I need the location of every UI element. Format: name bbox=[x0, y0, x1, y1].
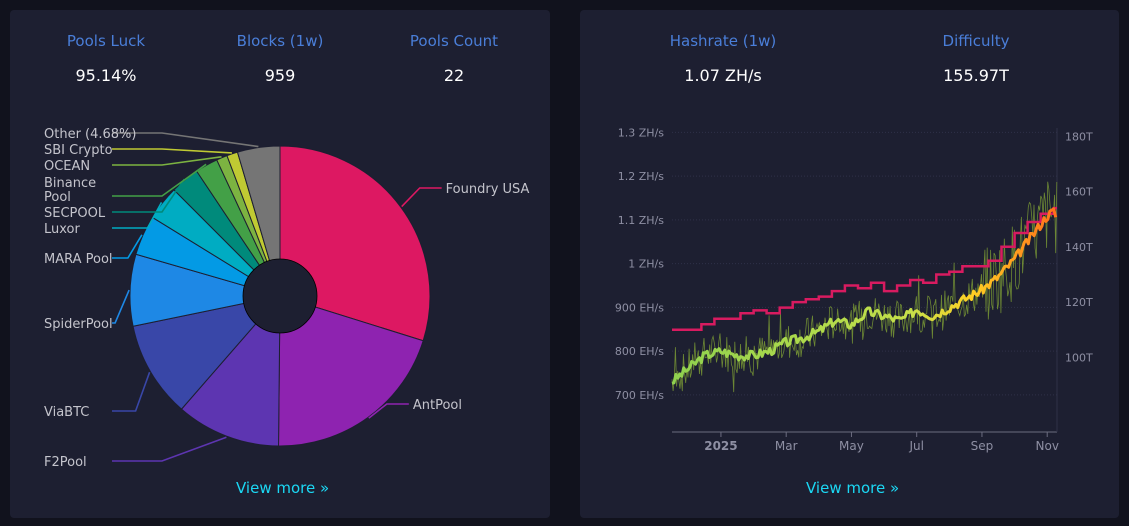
stat-label: Hashrate (1w) bbox=[669, 32, 777, 50]
stat-label: Pools Luck bbox=[66, 32, 146, 50]
stat-value: 1.07 ZH/s bbox=[684, 66, 762, 85]
y-left-tick: 900 EH/s bbox=[615, 301, 664, 314]
pie-label-antpool: AntPool bbox=[413, 398, 462, 413]
pie-label-other-4-68: Other (4.68%) bbox=[44, 127, 137, 142]
pie-slice-viabtc[interactable] bbox=[132, 295, 282, 410]
y-left-tick: 800 EH/s bbox=[615, 345, 664, 358]
y-right-tick: 160T bbox=[1065, 186, 1093, 199]
pools-card: Pools Luck 95.14% Blocks (1w) 959 Pools … bbox=[10, 10, 550, 518]
pie-label-f2pool: F2Pool bbox=[44, 455, 87, 470]
stat-value: 959 bbox=[264, 66, 296, 85]
x-tick-label: Sep bbox=[971, 439, 994, 453]
stat-label: Difficulty bbox=[942, 32, 1010, 50]
pie-slice-f2pool[interactable] bbox=[180, 294, 281, 447]
pie-slice-antpool[interactable] bbox=[278, 295, 424, 447]
pools-pie-chart: Foundry USA AntPool F2Pool ViaBTC SpiderPool… bbox=[44, 127, 530, 470]
x-tick-label: Mar bbox=[775, 439, 798, 453]
pie-center-hole bbox=[242, 258, 318, 334]
pie-leader-line bbox=[401, 187, 442, 208]
pie-label-ocean: OCEAN bbox=[44, 159, 90, 174]
pools-luck-stat: Pools Luck 95.14% bbox=[56, 32, 156, 85]
pie-leader-line bbox=[112, 163, 207, 197]
y-left-tick: 700 EH/s bbox=[615, 389, 664, 402]
pie-leader-line bbox=[112, 371, 151, 412]
pie-leader-line bbox=[112, 132, 259, 148]
pie-slice-other-4-68[interactable] bbox=[236, 145, 281, 297]
stat-value: 95.14% bbox=[75, 66, 137, 85]
pie-leader-line bbox=[112, 156, 222, 166]
pie-slice-foundry-usa[interactable] bbox=[279, 145, 431, 342]
pie-leader-line bbox=[112, 436, 227, 462]
pie-label-secpool: SECPOOL bbox=[44, 206, 106, 221]
x-tick-label: May bbox=[839, 439, 864, 453]
hashrate-avg-line bbox=[671, 207, 1058, 385]
pie-label-luxor: Luxor bbox=[44, 222, 81, 237]
x-tick-label: Nov bbox=[1036, 439, 1059, 453]
stat-label: Pools Count bbox=[409, 32, 499, 50]
pie-leader-line bbox=[112, 178, 185, 213]
difficulty-line bbox=[672, 206, 1057, 331]
y-right-tick: 180T bbox=[1065, 130, 1093, 143]
x-tick-label: 2025 bbox=[704, 439, 737, 453]
pie-label-mara-pool: MARA Pool bbox=[44, 252, 113, 267]
hashrate-stat: Hashrate (1w) 1.07 ZH/s bbox=[660, 32, 786, 85]
pools-view-more-link[interactable]: View more » bbox=[236, 479, 330, 497]
hashrate-view-more-link[interactable]: View more » bbox=[806, 479, 900, 497]
pie-leader-line bbox=[368, 403, 409, 419]
stat-value: 155.97T bbox=[943, 66, 1009, 85]
y-right-tick: 100T bbox=[1065, 351, 1093, 364]
y-left-tick: 1.3 ZH/s bbox=[618, 126, 665, 139]
y-left-tick: 1.1 ZH/s bbox=[618, 214, 665, 227]
hashrate-card: Hashrate (1w) 1.07 ZH/s Difficulty 155.9… bbox=[580, 10, 1119, 518]
y-left-tick: 1 ZH/s bbox=[628, 258, 664, 271]
pie-leader-line bbox=[112, 289, 130, 324]
pools-count-stat: Pools Count 22 bbox=[394, 32, 514, 85]
pie-label-sbi-crypto: SBI Crypto bbox=[44, 143, 113, 158]
blocks-stat: Blocks (1w) 959 bbox=[220, 32, 340, 85]
y-right-tick: 140T bbox=[1065, 241, 1093, 254]
pie-label-viabtc: ViaBTC bbox=[44, 405, 89, 420]
hashrate-raw-line bbox=[671, 181, 1058, 393]
hashrate-difficulty-chart: 700 EH/s 800 EH/s 900 EH/s 1 ZH/s 1.1 ZH/s 1.… bbox=[615, 126, 1093, 453]
pie-label-binance-pool: Binance Pool bbox=[44, 176, 96, 205]
pie-leader-line bbox=[112, 148, 232, 154]
y-left-tick: 1.2 ZH/s bbox=[618, 170, 665, 183]
y-right-tick: 120T bbox=[1065, 296, 1093, 309]
stat-value: 22 bbox=[443, 66, 465, 85]
x-tick-label: Jul bbox=[908, 439, 923, 453]
pie-label-spiderpool: SpiderPool bbox=[44, 317, 113, 332]
pie-leader-line bbox=[112, 234, 143, 259]
pie-label-foundry-usa: Foundry USA bbox=[446, 182, 530, 197]
stat-label: Blocks (1w) bbox=[236, 32, 324, 50]
pie-leader-line bbox=[112, 202, 163, 229]
difficulty-stat: Difficulty 155.97T bbox=[926, 32, 1026, 85]
